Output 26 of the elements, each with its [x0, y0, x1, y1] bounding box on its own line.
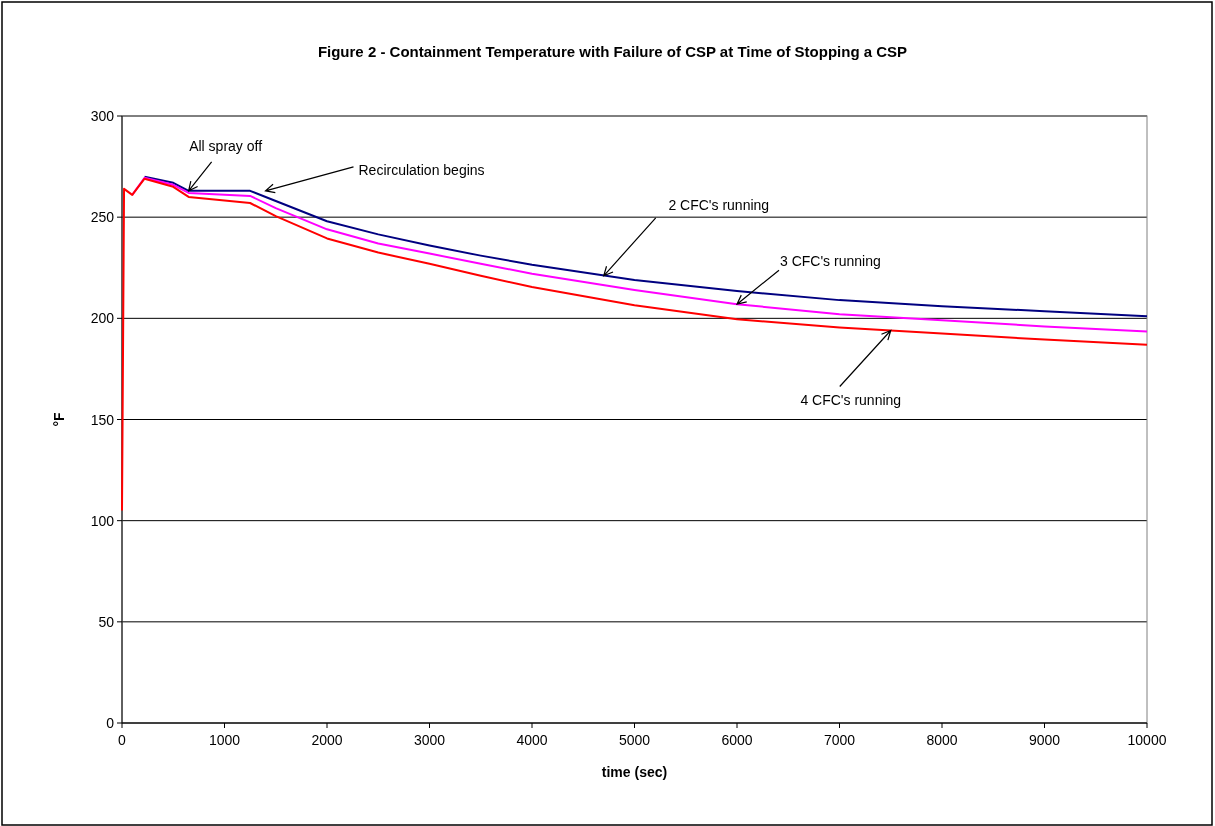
x-tick-label: 6000: [721, 732, 753, 748]
x-tick-label: 1000: [208, 732, 241, 748]
x-tick-label: 2000: [311, 732, 343, 748]
y-tick-label: 50: [98, 613, 115, 630]
y-axis-title: °F: [51, 411, 67, 427]
annotation: 4 CFC's running: [800, 392, 902, 409]
y-tick-label: 200: [90, 310, 115, 327]
y-tick-label: 100: [90, 512, 115, 529]
x-tick-label: 0: [118, 732, 127, 748]
x-tick-label: 3000: [413, 732, 446, 748]
y-tick-label: 0: [106, 715, 115, 731]
annotation: 3 CFC's running: [780, 253, 881, 270]
x-axis-title: time (sec): [601, 764, 668, 780]
x-tick-label: 7000: [823, 732, 856, 748]
annotation: All spray off: [189, 137, 263, 154]
x-tick-label: 8000: [926, 732, 958, 748]
x-tick-label: 9000: [1028, 732, 1061, 748]
y-tick-label: 300: [90, 108, 115, 124]
x-tick-label: 5000: [618, 732, 651, 748]
x-tick-label: 4000: [516, 732, 548, 748]
y-tick-label: 250: [90, 209, 115, 226]
x-tick-label: 10000: [1127, 732, 1167, 748]
annotation: Recirculation begins: [358, 161, 485, 178]
chart-title: Figure 2 - Containment Temperature with Failure of CSP at Time of Stopping a CSP: [317, 43, 908, 60]
annotation: 2 CFC's running: [668, 196, 770, 213]
y-tick-label: 150: [90, 411, 115, 428]
